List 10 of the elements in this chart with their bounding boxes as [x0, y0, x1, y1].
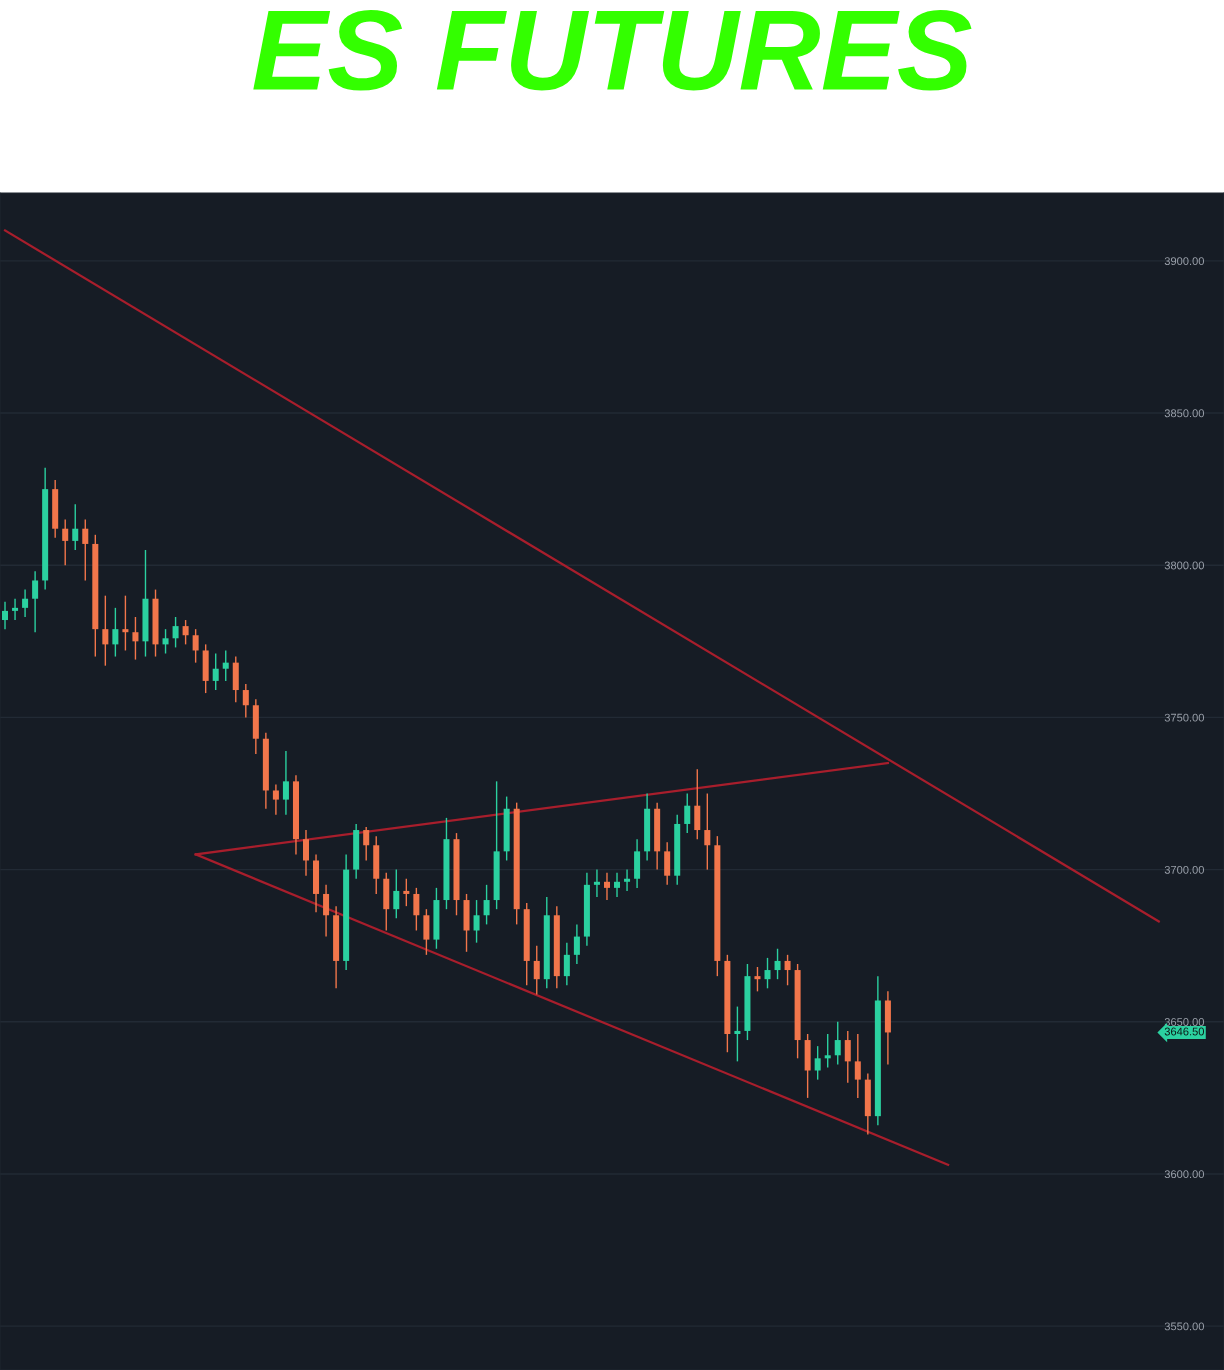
- chart-title: ES FUTURES: [253, 9, 972, 91]
- y-tick-label: 3650.00: [1164, 1018, 1205, 1026]
- annotation: 3646.50: [1164, 1027, 1205, 1036]
- y-tick-label: 3850.00: [1164, 409, 1205, 418]
- y-tick-label: 3800.00: [1164, 561, 1205, 570]
- y-tick-label: 3750.00: [1164, 713, 1205, 722]
- y-tick-label: 3900.00: [1164, 257, 1205, 266]
- y-tick-label: 3550.00: [1164, 1322, 1205, 1331]
- y-tick-label: 3700.00: [1164, 865, 1205, 874]
- y-tick-label: 3600.00: [1164, 1170, 1205, 1179]
